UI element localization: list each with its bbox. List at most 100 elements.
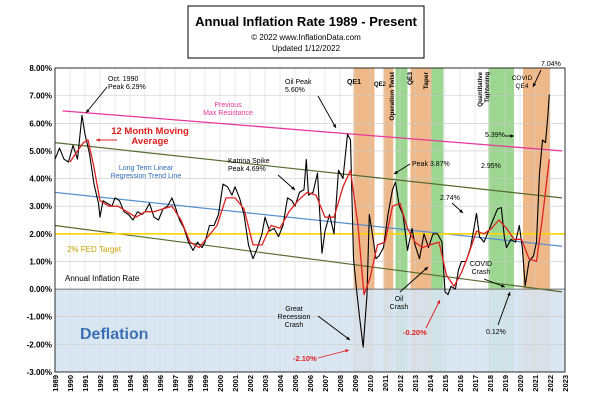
y-tick-label: 1.00%	[29, 257, 52, 266]
x-tick-label: 2008	[336, 375, 345, 392]
x-tick-label: 1990	[66, 375, 75, 392]
period-label-qe3: QE3	[407, 72, 414, 85]
y-tick-label: -2.00%	[27, 340, 52, 349]
annotation-7: 2.95%	[481, 163, 501, 170]
arrow-oil-crash	[399, 266, 429, 293]
trend-line-3	[54, 224, 563, 293]
x-tick-label: 1994	[126, 374, 135, 392]
annotation-11: 2% FED Target	[67, 245, 122, 254]
period-label-qt: QuantitativeTightening	[478, 71, 491, 106]
trend-line-0	[62, 110, 563, 152]
period-label-covid: COVID QE4	[512, 75, 533, 90]
x-tick-label: 2007	[321, 375, 330, 392]
x-tick-label: 2020	[516, 375, 525, 392]
x-tick-label: 2010	[366, 375, 375, 392]
x-tick-label: 2003	[261, 375, 270, 392]
x-tick-label: 2021	[531, 375, 540, 392]
arrow-covid-crash	[483, 278, 506, 288]
x-tick-label: 1995	[141, 375, 150, 392]
annotation-10: 7.04%	[541, 61, 561, 68]
arrow-great-recession-head	[346, 336, 350, 340]
x-tick-label: 1999	[201, 375, 210, 392]
arrow-oct1990	[85, 86, 108, 114]
arrow-oct1990-head	[86, 109, 90, 113]
arrow-covid-crash-head	[501, 284, 505, 288]
x-tick-label: 1997	[171, 375, 180, 392]
arrow-great-recession	[317, 315, 351, 341]
y-tick-label: 2.00%	[29, 230, 52, 239]
annotation-6: Peak 3.87%	[412, 161, 450, 168]
x-tick-label: 2013	[411, 375, 420, 392]
x-tick-label: 2000	[216, 375, 225, 392]
arrow-oil-crash-head	[424, 267, 428, 271]
arrow-minus-210	[317, 349, 350, 359]
x-tick-label: 1992	[96, 375, 105, 392]
annotation-12: Annual Inflation Rate	[65, 274, 140, 283]
x-tick-label: 1998	[186, 375, 195, 392]
plot-frame	[54, 67, 566, 373]
y-tick-label: -1.00%	[27, 313, 52, 322]
x-tick-label: 2004	[276, 374, 285, 392]
series-line-1	[69, 139, 550, 296]
arrow-minus-020-head	[436, 300, 440, 304]
annotation-0: Oct. 1990 Peak 6.29%	[108, 76, 146, 91]
arrow-peak-387-head	[394, 170, 398, 174]
annotation-9: 5.39%	[485, 132, 505, 139]
x-tick-label: 2019	[501, 375, 510, 392]
x-tick-label: 1993	[111, 375, 120, 392]
x-tick-label: 2005	[291, 375, 300, 392]
period-label-taper: Taper	[423, 72, 430, 90]
period-label-qe1: QE1	[347, 79, 361, 86]
x-tick-label: 2011	[381, 375, 390, 391]
arrow-704-head	[532, 83, 537, 87]
y-tick-label: 0.00%	[29, 285, 52, 294]
y-tick-label: 7.00%	[29, 92, 52, 101]
x-tick-label: 2009	[351, 375, 360, 392]
annotation-16: -0.20%	[403, 328, 427, 337]
x-tick-label: 2006	[306, 375, 315, 392]
x-tick-label: 2022	[546, 375, 555, 392]
x-tick-label: 2012	[396, 375, 405, 392]
shaded-period-1	[383, 68, 394, 372]
annotation-17: COVID Crash	[470, 261, 492, 276]
y-tick-label: 3.00%	[29, 202, 52, 211]
arrow-012-head	[507, 292, 511, 296]
trend-line-1	[54, 191, 563, 247]
y-tick-label: 6.00%	[29, 119, 52, 128]
chart-title: Annual Inflation Rate 1989 - Present	[195, 14, 417, 29]
arrow-minus-210-head	[345, 349, 349, 353]
title-box	[187, 5, 425, 59]
x-tick-label: 2001	[231, 375, 240, 392]
arrow-539-head	[510, 134, 514, 138]
arrow-moving-avg-head	[96, 138, 100, 142]
arrow-012	[497, 291, 511, 326]
trend-line-2	[54, 142, 563, 199]
updated-text: Updated 1/12/2022	[272, 44, 341, 53]
x-tick-label: 2014	[426, 374, 435, 392]
arrow-oil-peak	[317, 95, 337, 129]
deflation-label: Deflation	[80, 326, 148, 343]
annotation-4: Oil Peak 5.60%	[285, 79, 312, 94]
annotation-13: Great Recession Crash	[278, 306, 311, 329]
x-tick-label: 2018	[486, 375, 495, 392]
x-tick-label: 2015	[441, 375, 450, 392]
x-tick-label: 1996	[156, 375, 165, 392]
y-tick-label: 5.00%	[29, 147, 52, 156]
x-tick-label: 2002	[246, 375, 255, 392]
y-tick-label: 8.00%	[29, 64, 52, 73]
arrow-katrina	[277, 174, 296, 191]
annotation-14: -2.10%	[293, 354, 317, 363]
series-line-0	[54, 94, 550, 348]
arrow-274-head	[459, 209, 463, 213]
arrow-minus-020	[425, 299, 441, 329]
x-tick-label: 2017	[471, 375, 480, 392]
annotation-18: 0.12%	[486, 329, 506, 336]
x-tick-label: 2023	[561, 375, 570, 392]
annotation-2: Previous Max Resistance	[203, 102, 253, 117]
annotation-5: Long Term Linear Regression Trend Line	[111, 165, 182, 180]
x-tick-label: 2016	[456, 375, 465, 392]
arrow-katrina-head	[291, 186, 295, 190]
y-tick-label: 4.00%	[29, 175, 52, 184]
